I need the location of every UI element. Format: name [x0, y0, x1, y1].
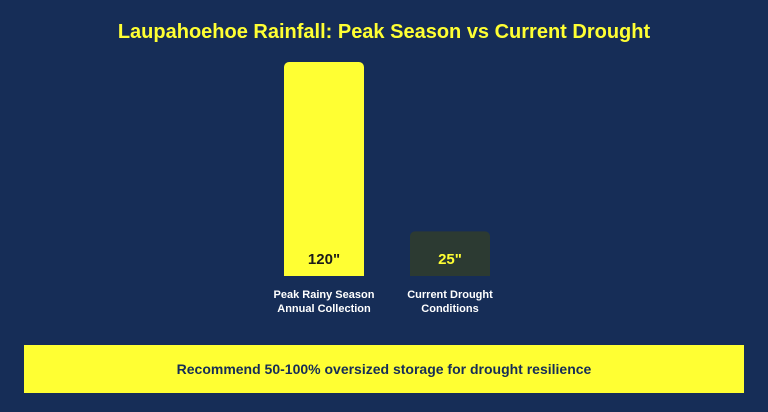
recommendation-banner: Recommend 50-100% oversized storage for … — [24, 345, 744, 393]
recommendation-text: Recommend 50-100% oversized storage for … — [176, 361, 592, 377]
bar-value-label-1: 25" — [438, 251, 462, 268]
chart-title: Laupahoehoe Rainfall: Peak Season vs Cur… — [117, 21, 651, 43]
category-label-peak: Peak Rainy Season Annual Collection — [273, 289, 375, 315]
bar-1-base — [410, 270, 490, 276]
bar-1 — [410, 231, 490, 276]
bar-0-base — [284, 270, 364, 276]
category-label-drought: Current Drought Conditions — [407, 289, 493, 315]
bar-value-label-0: 120" — [308, 251, 340, 268]
bar-0 — [284, 62, 364, 276]
